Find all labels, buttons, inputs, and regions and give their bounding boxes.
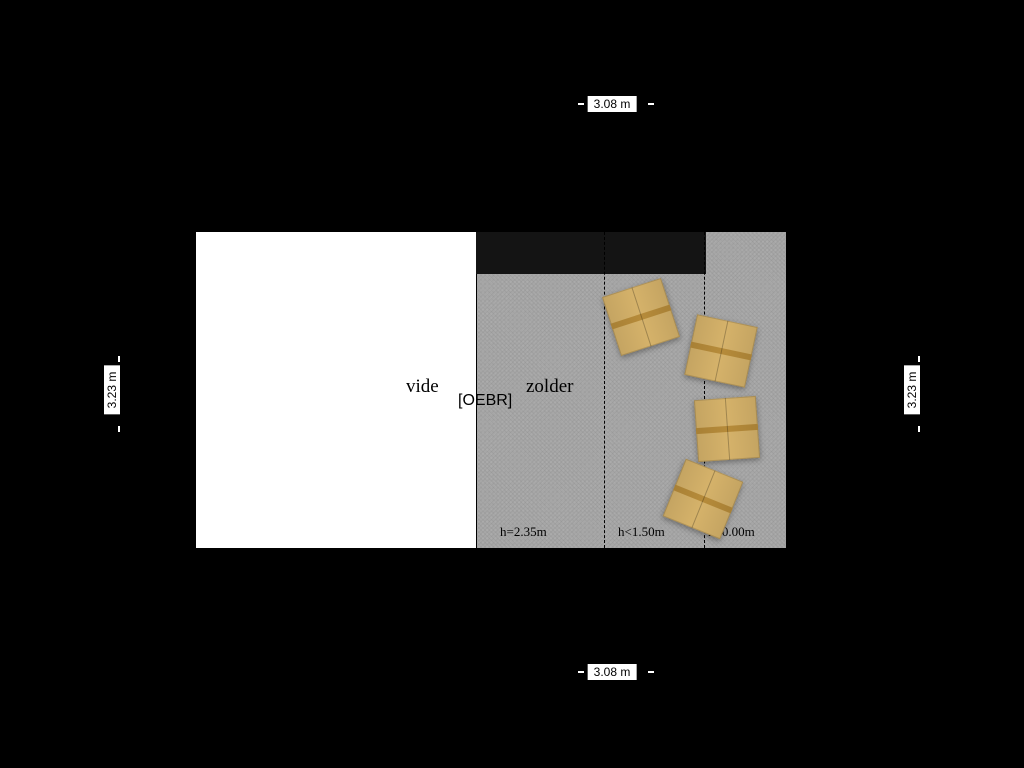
room-zolder — [476, 232, 786, 548]
dimension-right: 3.23 m — [904, 366, 920, 415]
zolder-floor-texture — [477, 232, 786, 548]
tick-mark — [648, 103, 654, 105]
tick-mark — [918, 356, 920, 362]
tick-mark — [118, 426, 120, 432]
room-label-zolder: zolder — [526, 376, 573, 398]
dimension-bottom: 3.08 m — [588, 664, 637, 680]
floorplan-stage: 3.08 m 3.08 m 3.23 m 3.23 m vide zolder … — [0, 0, 1024, 768]
room-label-vide: vide — [406, 376, 439, 398]
tick-mark — [578, 671, 584, 673]
center-tag: [OEBR] — [458, 392, 512, 410]
floor-plan: vide zolder [OEBR] h=2.35m h<1.50m h=0.0… — [196, 232, 786, 548]
dimension-top: 3.08 m — [588, 96, 637, 112]
storage-box — [694, 396, 760, 462]
tick-mark — [648, 671, 654, 673]
height-divider-1 — [604, 232, 605, 548]
tick-mark — [118, 356, 120, 362]
dimension-left: 3.23 m — [104, 366, 120, 415]
tick-mark — [918, 426, 920, 432]
height-label-2: h<1.50m — [618, 524, 665, 540]
storage-box — [684, 314, 758, 388]
tick-mark — [578, 103, 584, 105]
height-label-1: h=2.35m — [500, 524, 547, 540]
stairwell-opening — [476, 232, 706, 274]
